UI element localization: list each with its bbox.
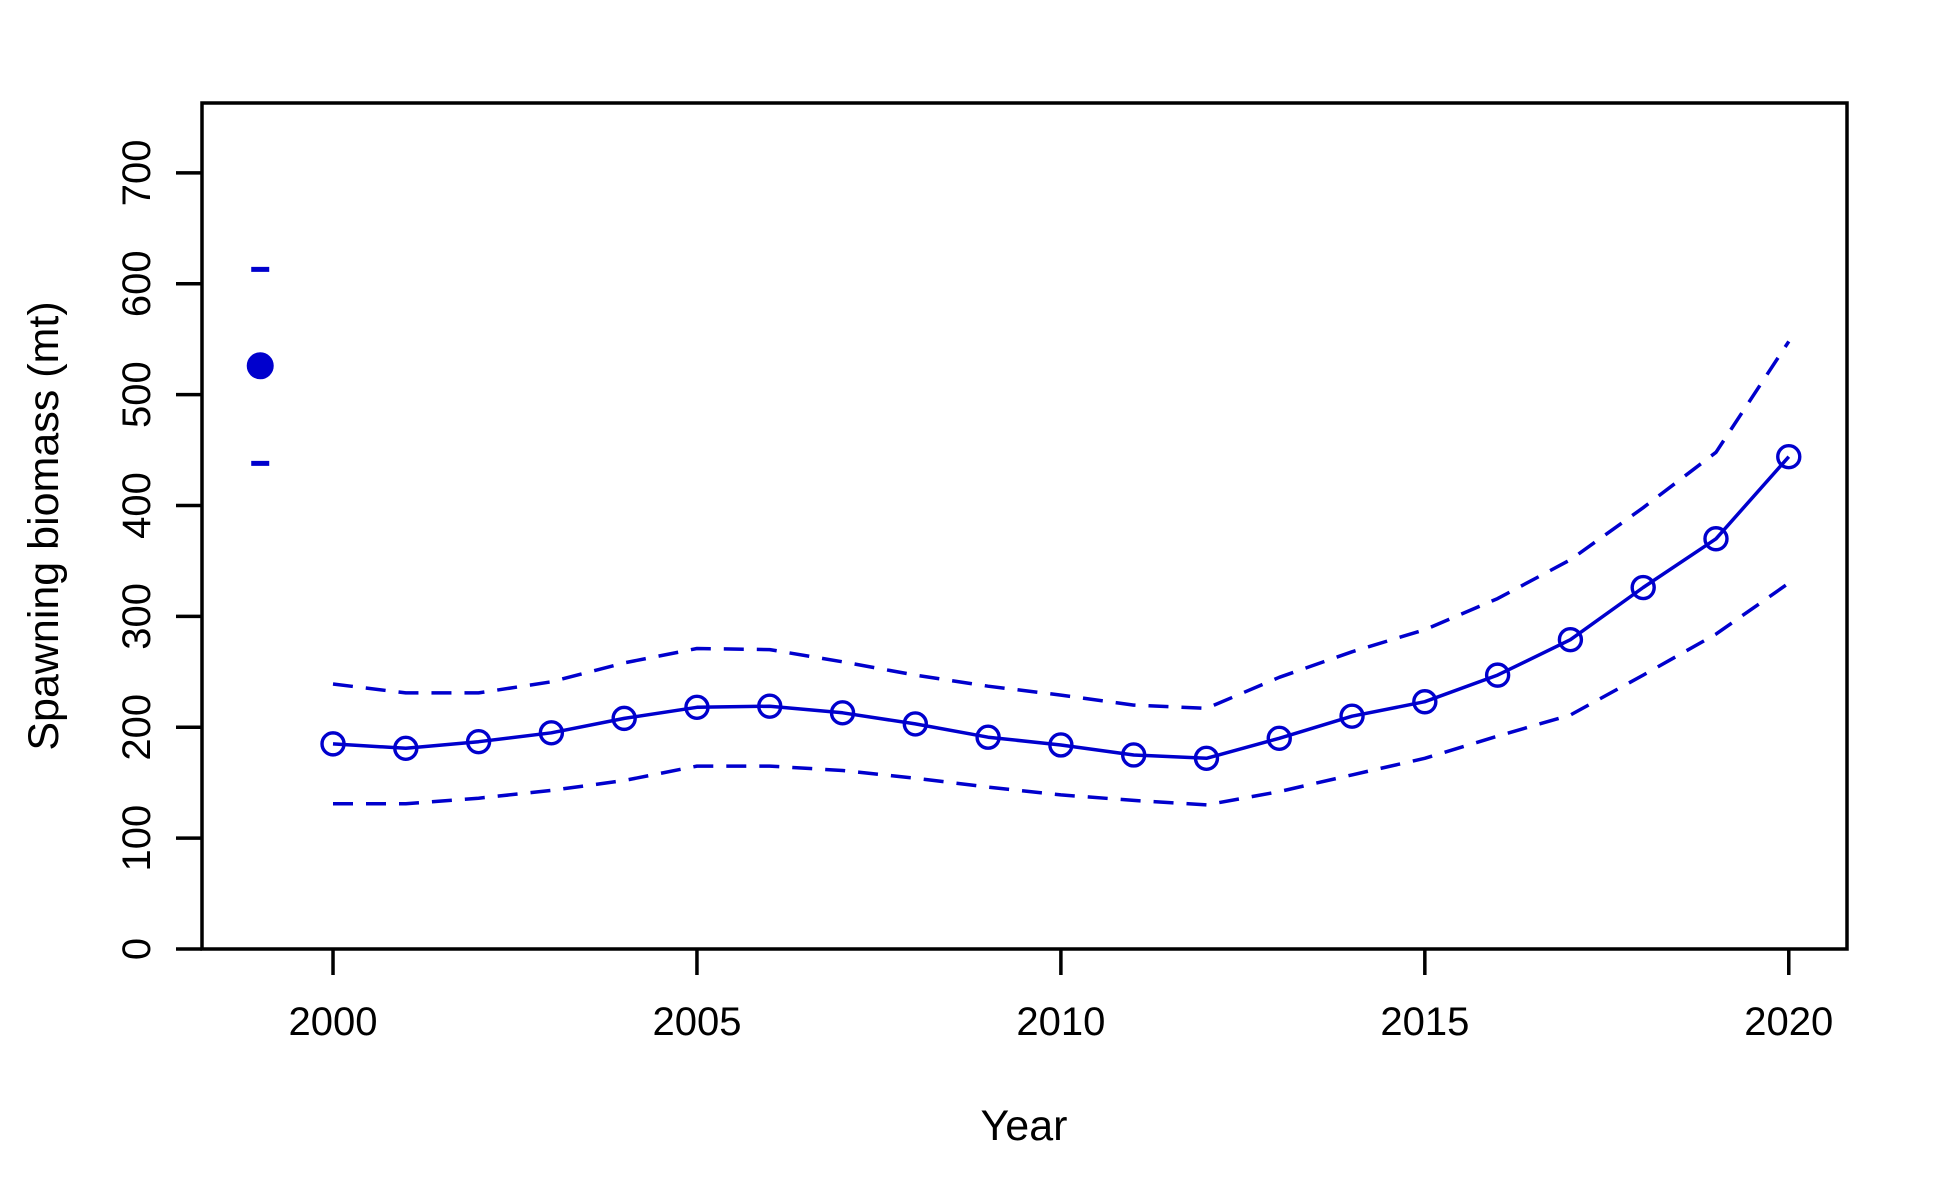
- estimate-point-marker: [1776, 444, 1802, 470]
- estimate-point-marker: [320, 731, 346, 757]
- estimate-point-marker: [975, 724, 1001, 750]
- lower-confidence-bound-line: [333, 581, 1790, 807]
- estimate-point-marker: [1630, 574, 1656, 601]
- upper-confidence-bound-line: [332, 340, 1791, 711]
- y-axis-tick-label: 400: [115, 472, 159, 539]
- x-axis-tick-label: 2020: [1744, 1000, 1833, 1044]
- estimate-point-marker: [611, 705, 637, 732]
- y-axis-tick-label: 600: [115, 250, 159, 317]
- estimate-point-marker: [1557, 626, 1584, 653]
- x-axis-tick-label: 2010: [1016, 1000, 1105, 1044]
- chart-generated-layers: 2000 2005 2010 2015 2020 0 100 200 300 400 500 600 7…: [115, 101, 1849, 1044]
- estimate-point-marker: [393, 735, 419, 762]
- plot-frame: [200, 101, 1849, 951]
- estimate-point-marker: [902, 711, 929, 737]
- estimate-point-marker: [1193, 745, 1220, 771]
- estimate-point-marker: [684, 694, 710, 720]
- spawning-biomass-estimate-line: [332, 455, 1791, 761]
- estimate-point-marker: [1266, 725, 1292, 752]
- estimate-point-marker: [1339, 703, 1365, 729]
- estimate-point-marker: [465, 728, 492, 755]
- x-axis-title: Year: [981, 1102, 1068, 1150]
- y-axis-tick-label: 100: [115, 805, 159, 872]
- y-axis-tick-label: 0: [115, 938, 159, 960]
- estimate-point-marker: [757, 693, 783, 719]
- y-axis-tick-label: 300: [115, 583, 159, 650]
- estimate-point-marker: [538, 720, 565, 746]
- estimate-point-marker: [1412, 689, 1438, 715]
- y-axis-tick-label: 700: [115, 139, 159, 206]
- y-axis-tick-label: 200: [115, 694, 159, 761]
- x-axis-tick-label: 2000: [289, 1000, 378, 1044]
- x-axis-tick-label: 2015: [1380, 1000, 1469, 1044]
- estimate-point-marker: [829, 700, 856, 726]
- y-axis-tick-label: 500: [115, 361, 159, 428]
- y-axis-title: Spawning biomass (mt): [20, 301, 68, 750]
- estimate-point-marker: [1120, 742, 1147, 768]
- initial-point-marker: [246, 352, 274, 380]
- estimate-point-marker: [1484, 662, 1511, 688]
- x-axis-tick-label: 2005: [652, 1000, 741, 1044]
- estimate-point-marker: [1703, 526, 1729, 552]
- estimate-point-marker: [1048, 732, 1074, 758]
